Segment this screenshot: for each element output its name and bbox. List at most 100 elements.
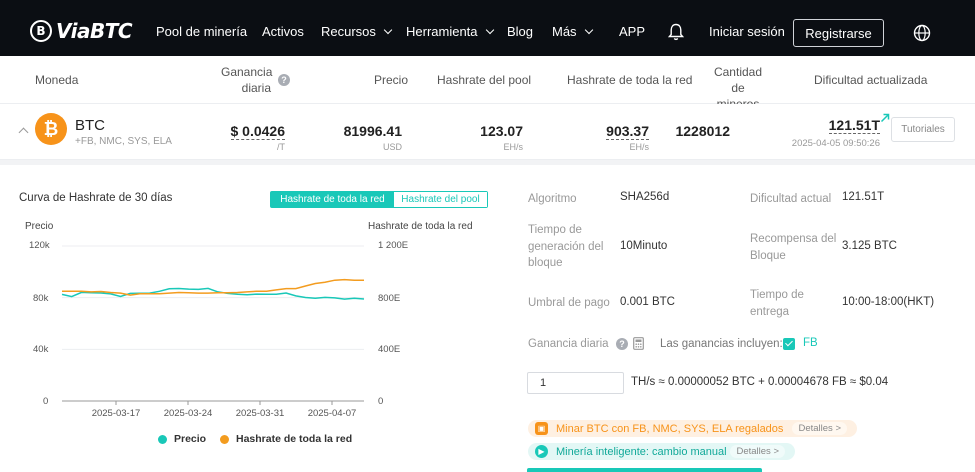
trend-up-arrow-icon — [880, 113, 890, 123]
promo-text: Minería inteligente: cambio manual — [556, 445, 727, 458]
collapse-caret-icon[interactable] — [18, 127, 29, 138]
delivery-time-label-line2: entrega — [750, 305, 790, 318]
nav-label: Activos — [262, 24, 304, 39]
chevron-down-icon — [584, 25, 593, 34]
login-link[interactable]: Iniciar sesión — [709, 24, 785, 39]
nav-item-blog[interactable]: Blog — [507, 24, 533, 39]
difficulty-value: 121.51T — [800, 117, 880, 134]
pool-hashrate-value: 123.07 — [480, 123, 523, 139]
block-time-label-line2: generación del — [528, 240, 604, 253]
promo-details-link[interactable]: Detalles > — [792, 422, 847, 435]
tutorials-button[interactable]: Tutoriales — [891, 117, 955, 142]
nav-label: Blog — [507, 24, 534, 39]
nav-label: Recursos — [321, 24, 376, 39]
network-hashrate-value: 903.37 — [570, 123, 649, 140]
tab-label: Hashrate de toda la red — [280, 194, 385, 205]
nav-item-resources[interactable]: Recursos — [321, 24, 393, 39]
block-reward-value: 3.125 BTC — [842, 240, 897, 252]
coin-row-btc[interactable] — [0, 104, 975, 160]
difficulty-timestamp: 2025-04-05 09:50:26 — [791, 138, 880, 149]
tab-pool-hashrate[interactable]: Hashrate del pool — [394, 192, 487, 207]
help-icon[interactable]: ? — [278, 74, 290, 86]
col-miners-line1: Cantidad de — [713, 65, 763, 95]
logo-text: ViaBTC — [56, 19, 133, 43]
block-reward-label-line2: Bloque — [750, 249, 786, 262]
algorithm-label: Algoritmo — [528, 193, 577, 205]
right-tick: 1 200E — [378, 240, 409, 251]
col-price: Precio — [374, 73, 409, 87]
left-tick: 80k — [33, 293, 49, 304]
nav-item-more[interactable]: Más — [552, 24, 593, 39]
daily-gain-label: Ganancia diaria — [528, 338, 609, 350]
promo-smart-mining[interactable]: ▶ Minería inteligente: cambio manual Det… — [528, 443, 795, 460]
right-tick: 400E — [378, 344, 401, 355]
profit-calculation-result: TH/s ≈ 0.00000052 BTC + 0.00004678 FB ≈ … — [631, 376, 889, 388]
top-navbar: B ViaBTC Pool de minería Activos Recurso… — [0, 0, 975, 56]
daily-profit-value: $ 0.0426 — [200, 123, 285, 140]
help-icon[interactable]: ? — [616, 338, 628, 350]
block-reward-label: Recompensa del Bloque — [750, 231, 836, 264]
block-time-label-line3: bloque — [528, 257, 563, 269]
fb-checkbox[interactable] — [783, 338, 795, 350]
logo-mark-icon: B — [30, 20, 52, 42]
bitcoin-icon: ₿ — [35, 113, 67, 145]
nav-label: APP — [619, 24, 646, 39]
col-daily-profit-line1: Ganancia — [221, 65, 273, 79]
right-tick: 0 — [378, 396, 384, 407]
bell-icon[interactable] — [668, 23, 684, 41]
chevron-down-icon — [383, 25, 393, 34]
viabtc-logo[interactable]: B ViaBTC — [30, 18, 133, 44]
nav-item-pool[interactable]: Pool de minería — [156, 24, 247, 39]
hashrate-quantity-input[interactable]: 1 — [527, 372, 624, 394]
daily-profit-unit: /T — [277, 142, 285, 152]
left-tick: 120k — [29, 240, 50, 251]
register-label: Registrarse — [805, 25, 872, 41]
payout-threshold-value: 0.001 BTC — [620, 296, 675, 308]
globe-icon[interactable] — [913, 24, 931, 42]
right-tick: 800E — [378, 293, 401, 304]
legend-network-hashrate[interactable]: Hashrate de toda la red — [220, 433, 352, 445]
legend-label: Hashrate de toda la red — [236, 433, 353, 445]
algorithm-value: SHA256d — [620, 191, 670, 203]
price-unit: USD — [382, 142, 402, 152]
delivery-time-label-line1: Tiempo de — [750, 289, 804, 301]
current-difficulty-value: 121.51T — [842, 191, 885, 203]
block-time-value: 10Minuto — [620, 240, 668, 252]
payout-threshold-label: Umbral de pago — [528, 297, 610, 309]
promo-merged-mining[interactable]: ▣ Minar BTC con FB, NMC, SYS, ELA regala… — [528, 420, 857, 437]
gains-include-label: Las ganancias incluyen: — [660, 338, 783, 350]
legend-price[interactable]: Precio — [158, 433, 206, 445]
hashrate-toggle: Hashrate de toda la red Hashrate del poo… — [270, 191, 488, 208]
promo-details-link[interactable]: Detalles > — [730, 445, 785, 458]
legend-swatch — [220, 434, 229, 444]
block-reward-label-line1: Recompensa del — [750, 233, 837, 245]
delivery-time-value: 10:00-18:00(HKT) — [842, 296, 935, 308]
pool-hashrate-unit: EH/s — [503, 142, 523, 152]
nav-item-assets[interactable]: Activos — [262, 24, 304, 39]
col-daily-profit-line2: diaria — [241, 81, 271, 95]
promo-text: Minar BTC con FB, NMC, SYS, ELA regalado… — [556, 422, 784, 435]
nav-item-tools[interactable]: Herramienta — [406, 24, 494, 39]
miners-count: 1228012 — [675, 123, 730, 139]
nav-item-app[interactable]: APP — [619, 24, 645, 39]
legend-swatch — [158, 434, 167, 444]
network-hashrate-unit: EH/s — [629, 142, 649, 152]
price-value: 81996.41 — [343, 123, 402, 139]
calculator-icon[interactable] — [633, 337, 644, 350]
cta-button-partial[interactable] — [527, 468, 762, 472]
tab-network-hashrate[interactable]: Hashrate de toda la red — [271, 192, 394, 207]
coin-table-header: Moneda Ganancia diaria ? Precio Hashrate… — [0, 56, 975, 111]
hashrate-quantity-value: 1 — [540, 377, 547, 389]
tutorials-label: Tutoriales — [901, 124, 945, 135]
login-label: Iniciar sesión — [709, 24, 785, 39]
fb-checkbox-label: FB — [803, 337, 818, 349]
delivery-time-label: Tiempo de entrega — [750, 287, 804, 320]
register-button[interactable]: Registrarse — [793, 19, 884, 47]
nav-label: Pool de minería — [156, 24, 248, 39]
col-difficulty: Dificultad actualizada — [814, 73, 928, 87]
block-time-label: Tiempo de generación del bloque — [528, 222, 603, 272]
right-axis-title: Hashrate de toda la red — [368, 221, 473, 232]
col-daily-profit: Ganancia diaria — [221, 64, 273, 96]
nav-label: Herramienta — [406, 24, 478, 39]
col-network-hashrate: Hashrate de toda la red — [567, 73, 693, 87]
